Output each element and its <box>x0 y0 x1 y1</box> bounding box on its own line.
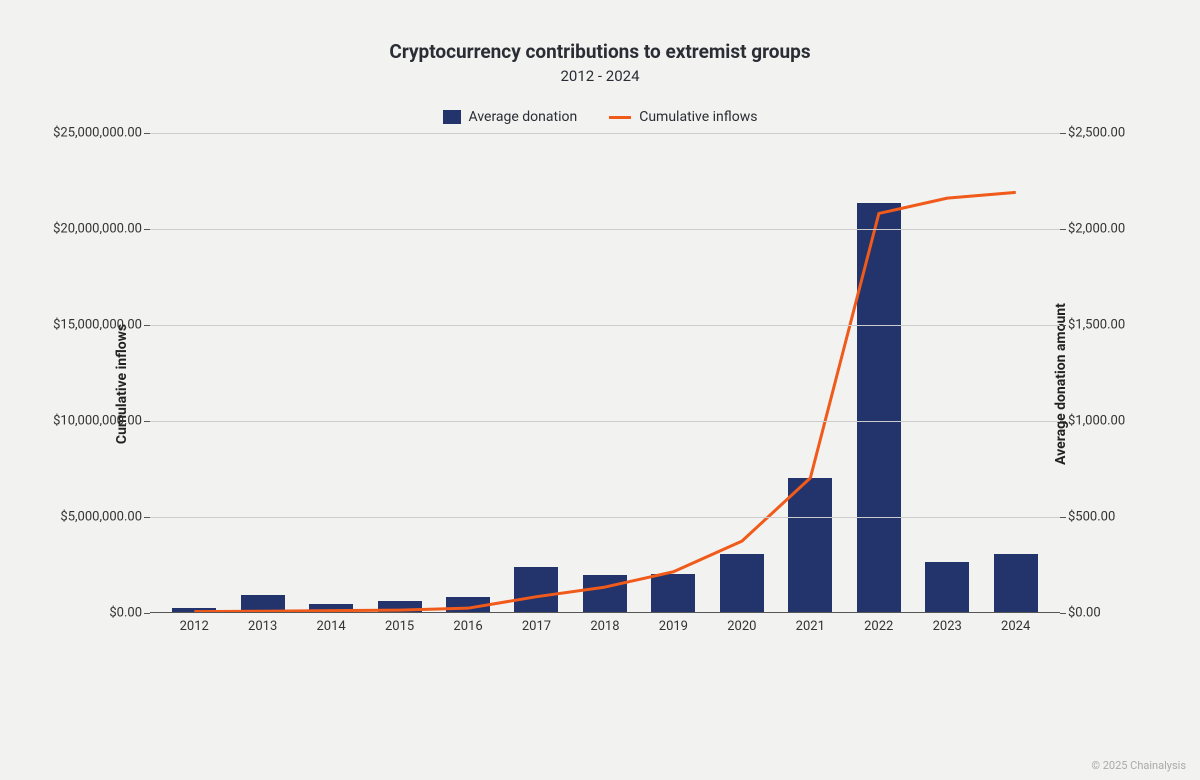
y-left-tick-label: $25,000,000.00 <box>53 126 150 141</box>
x-tick-label: 2024 <box>994 619 1038 634</box>
x-tick-label: 2016 <box>446 619 490 634</box>
x-tick-label: 2017 <box>514 619 558 634</box>
legend-item-bar: Average donation <box>443 109 578 125</box>
legend-bar-label: Average donation <box>469 109 578 125</box>
y-right-tick <box>1060 421 1066 422</box>
y-left-tick <box>144 517 150 518</box>
plot-inner: $0.00$0.00$5,000,000.00$500.00$10,000,00… <box>150 133 1060 613</box>
x-tick-label: 2018 <box>583 619 627 634</box>
y-right-tick-label: $1,000.00 <box>1060 414 1125 429</box>
y-right-tick-label: $1,500.00 <box>1060 318 1125 333</box>
gridline <box>150 421 1060 422</box>
x-tick-label: 2023 <box>925 619 969 634</box>
bar <box>446 597 490 612</box>
bar <box>514 567 558 612</box>
y-right-tick <box>1060 517 1066 518</box>
y-right-tick <box>1060 613 1066 614</box>
x-axis-labels: 2012 2013 2014 2015 2016 2017 2018 2019 2020 2021… <box>150 613 1060 634</box>
bars-group <box>150 133 1060 612</box>
x-tick-label: 2021 <box>788 619 832 634</box>
bar <box>994 554 1038 612</box>
gridline <box>150 325 1060 326</box>
chart-container: Cryptocurrency contributions to extremis… <box>50 40 1150 634</box>
y-left-tick-label: $10,000,000.00 <box>53 414 150 429</box>
x-tick-label: 2022 <box>857 619 901 634</box>
y-right-tick-label: $500.00 <box>1060 510 1115 525</box>
y-right-tick-label: $0.00 <box>1060 606 1101 621</box>
legend-item-line: Cumulative inflows <box>609 109 757 125</box>
gridline <box>150 133 1060 134</box>
gridline <box>150 517 1060 518</box>
plot-region: Cumulative inflows Average donation amou… <box>150 133 1060 634</box>
bar <box>172 608 216 612</box>
x-tick-label: 2019 <box>651 619 695 634</box>
x-tick-label: 2013 <box>241 619 285 634</box>
x-tick-label: 2015 <box>378 619 422 634</box>
x-tick-label: 2012 <box>172 619 216 634</box>
y-left-tick <box>144 421 150 422</box>
y-left-tick <box>144 133 150 134</box>
bar <box>583 575 627 612</box>
legend: Average donation Cumulative inflows <box>50 109 1150 125</box>
bar <box>925 562 969 612</box>
y-left-tick <box>144 613 150 614</box>
bar <box>309 604 353 612</box>
y-left-tick-label: $5,000,000.00 <box>60 510 150 525</box>
y-left-tick <box>144 229 150 230</box>
y-right-tick-label: $2,000.00 <box>1060 222 1125 237</box>
bar <box>378 601 422 612</box>
y-right-tick <box>1060 325 1066 326</box>
gridline <box>150 229 1060 230</box>
chart-subtitle: 2012 - 2024 <box>50 67 1150 85</box>
footer-attribution: © 2025 Chainalysis <box>1091 759 1186 772</box>
bar <box>720 554 764 612</box>
x-tick-label: 2020 <box>720 619 764 634</box>
legend-line-swatch <box>609 116 631 119</box>
y-right-tick <box>1060 133 1066 134</box>
y-left-tick-label: $15,000,000.00 <box>53 318 150 333</box>
y-left-tick <box>144 325 150 326</box>
y-right-tick-label: $2,500.00 <box>1060 126 1125 141</box>
y-left-tick-label: $20,000,000.00 <box>53 222 150 237</box>
chart-title: Cryptocurrency contributions to extremis… <box>50 40 1150 63</box>
legend-bar-swatch <box>443 110 461 124</box>
bar <box>241 595 285 612</box>
legend-line-label: Cumulative inflows <box>639 109 757 125</box>
y-right-tick <box>1060 229 1066 230</box>
bar <box>857 203 901 612</box>
x-tick-label: 2014 <box>309 619 353 634</box>
bar <box>788 478 832 612</box>
bar <box>651 574 695 612</box>
